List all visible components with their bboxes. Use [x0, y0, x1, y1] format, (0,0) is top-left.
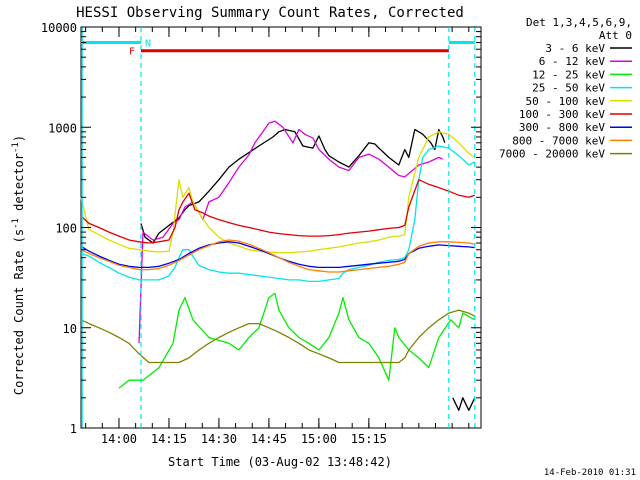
series-line-0	[140, 128, 476, 411]
series-line-3	[80, 145, 476, 283]
plot-area: FN	[80, 26, 482, 429]
series-line-2	[118, 292, 476, 389]
y-axis-label-sup2: -1	[11, 142, 21, 153]
legend-label: 50 - 100 keV	[526, 95, 606, 108]
series-line-5	[80, 179, 476, 244]
y-tick-label: 100	[55, 222, 77, 236]
y-axis-label-end: )	[12, 135, 26, 142]
y-tick-label: 10	[63, 322, 77, 336]
legend-label: 6 - 12 keV	[539, 55, 606, 68]
legend-label: 12 - 25 keV	[532, 68, 605, 81]
legend-label: 100 - 300 keV	[519, 108, 605, 121]
legend-label: 800 - 7000 keV	[512, 134, 605, 147]
legend-label: 3 - 6 keV	[545, 42, 605, 55]
series-line-8	[80, 309, 476, 364]
y-axis-label-main: Corrected Count Rate (s	[12, 229, 26, 395]
series-line-1	[139, 121, 459, 343]
x-tick-label: 14:00	[101, 432, 137, 446]
x-axis-label: Start Time (03-Aug-02 13:48:42)	[168, 455, 392, 469]
y-axis-label-sup1: -1	[11, 218, 21, 229]
x-tick-label: 14:30	[201, 432, 237, 446]
x-tick-label: 14:15	[151, 432, 187, 446]
y-axis-label: Corrected Count Rate (s-1 detector-1)	[11, 135, 26, 395]
y-axis-label-mid: detector	[12, 153, 26, 218]
y-axis-ticks: 1 10 100 1000 10000	[41, 21, 481, 436]
x-axis-ticks: 14:00 14:15 14:30 14:45 15:00 15:15	[85, 27, 470, 446]
x-tick-label: 14:45	[251, 432, 287, 446]
y-tick-label: 1	[70, 422, 77, 436]
x-tick-label: 15:15	[351, 432, 387, 446]
series-line-7	[80, 239, 475, 273]
legend-header-line2: Att 0	[599, 29, 632, 42]
legend-header-line1: Det 1,3,4,5,6,9,	[526, 16, 632, 29]
timestamp: 14-Feb-2010 01:31	[544, 468, 636, 478]
x-tick-label: 15:00	[301, 432, 337, 446]
night-flag-label: N	[145, 39, 151, 50]
y-tick-label: 1000	[48, 121, 77, 135]
legend-label: 25 - 50 keV	[532, 82, 605, 95]
flare-flag-label: F	[129, 47, 135, 58]
series-line-4	[80, 131, 476, 254]
chart-title: HESSI Observing Summary Count Rates, Cor…	[76, 5, 464, 21]
series-line-6	[80, 241, 475, 269]
y-tick-label: 10000	[41, 21, 77, 35]
legend-label: 7000 - 20000 keV	[499, 148, 605, 161]
legend-label: 300 - 800 keV	[519, 121, 605, 134]
